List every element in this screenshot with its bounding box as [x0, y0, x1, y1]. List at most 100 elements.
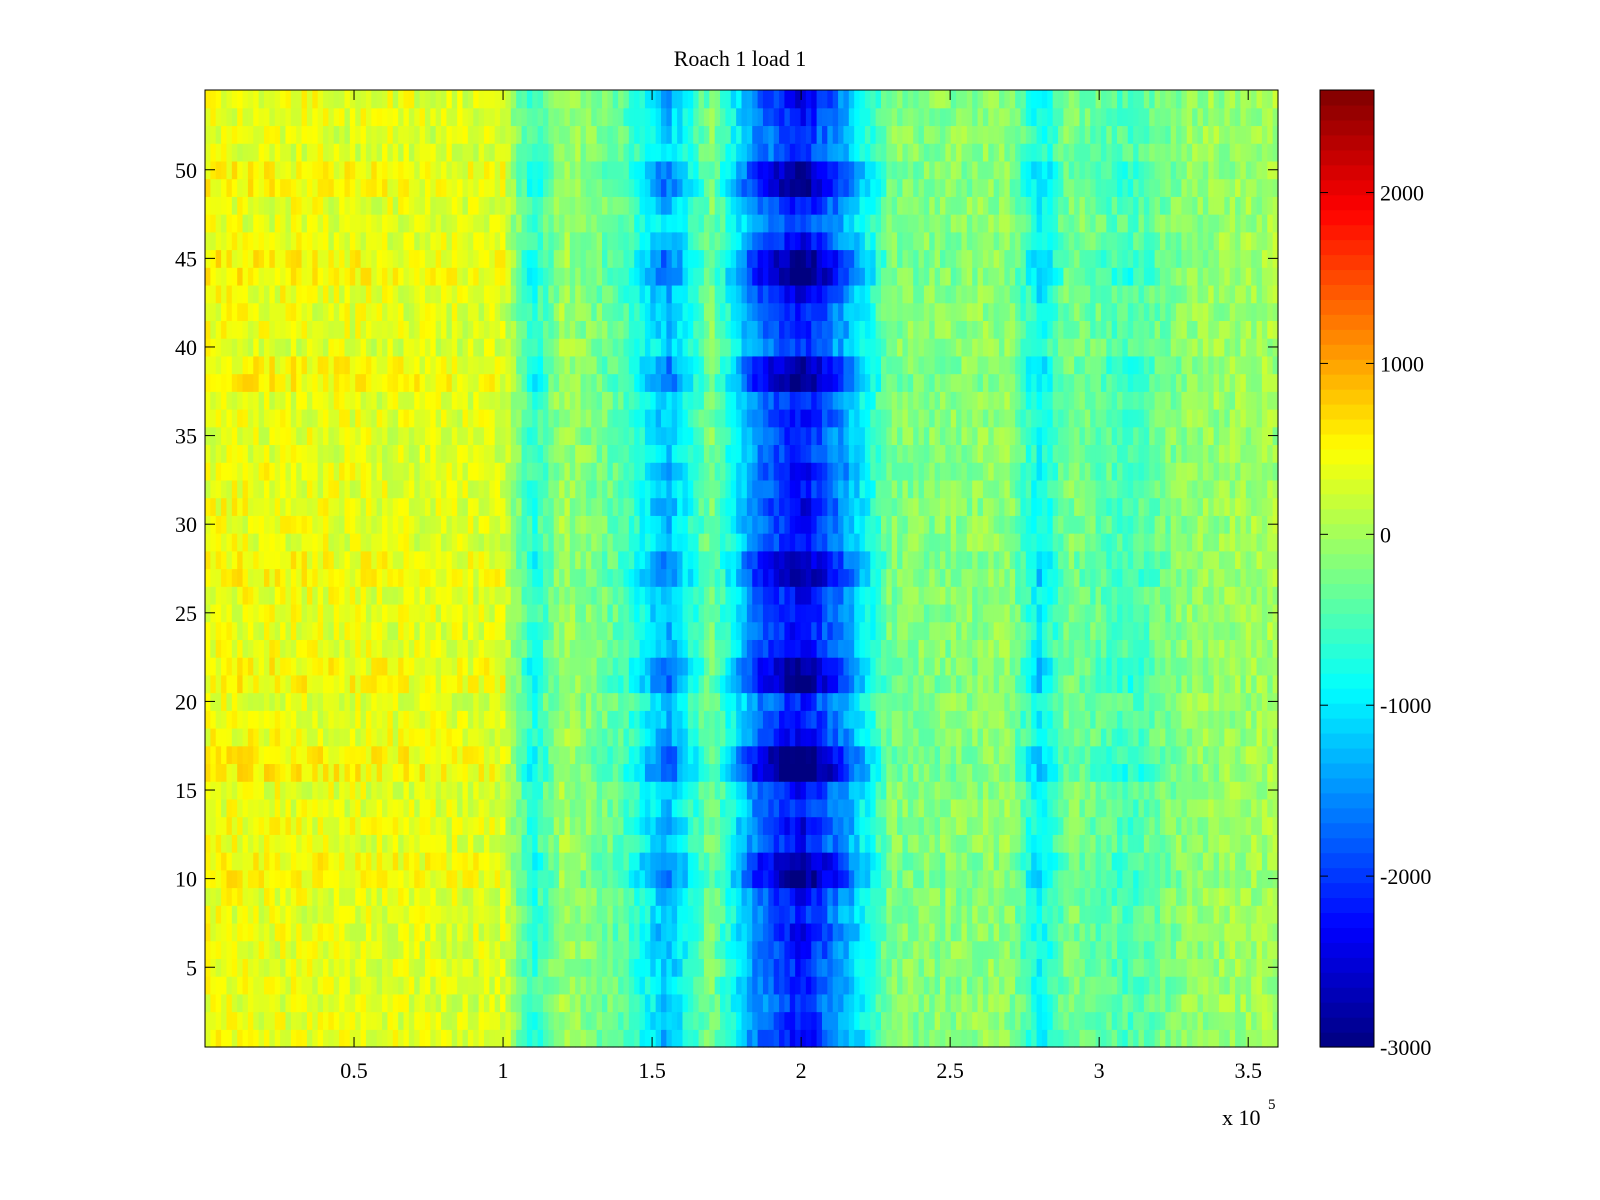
heatmap-cell	[714, 745, 721, 765]
heatmap-cell	[709, 745, 716, 765]
heatmap-cell	[720, 710, 726, 729]
heatmap-cell	[408, 639, 415, 658]
heatmap-cell	[376, 887, 383, 906]
heatmap-cell	[596, 852, 603, 871]
heatmap-cell	[838, 869, 845, 889]
heatmap-cell	[805, 781, 812, 800]
heatmap-cell	[414, 958, 421, 977]
heatmap-cell	[280, 976, 287, 995]
heatmap-cell	[414, 922, 421, 942]
heatmap-cell	[392, 1029, 399, 1048]
heatmap-cell	[247, 674, 254, 694]
heatmap-cell	[988, 692, 995, 711]
heatmap-cell	[1117, 763, 1124, 782]
heatmap-cell	[1106, 1029, 1113, 1048]
heatmap-cell	[779, 940, 786, 959]
heatmap-cell	[215, 1029, 222, 1048]
heatmap-cell	[805, 834, 812, 853]
heatmap-cell	[339, 940, 346, 959]
heatmap-cell	[237, 905, 244, 924]
heatmap-cell	[956, 692, 963, 711]
heatmap-cell	[521, 603, 528, 623]
heatmap-cell	[827, 816, 834, 835]
heatmap-cell	[1004, 816, 1011, 835]
heatmap-cell	[1202, 887, 1209, 906]
heatmap-cell	[1079, 639, 1086, 658]
heatmap-cell	[1138, 976, 1145, 995]
heatmap-cell	[848, 852, 855, 871]
heatmap-cell	[296, 639, 303, 658]
heatmap-cell	[1122, 905, 1129, 924]
heatmap-cell	[650, 958, 657, 977]
heatmap-cell	[999, 798, 1005, 818]
heatmap-cell	[1058, 922, 1064, 942]
heatmap-cell	[1058, 834, 1064, 853]
heatmap-cell	[768, 958, 775, 977]
heatmap-cell	[1127, 940, 1134, 959]
heatmap-cell	[693, 603, 700, 623]
heatmap-cell	[982, 834, 989, 853]
heatmap-cell	[929, 976, 936, 995]
heatmap-cell	[1127, 993, 1134, 1013]
heatmap-cell	[398, 887, 405, 906]
heatmap-cell	[435, 922, 442, 942]
heatmap-cell	[1020, 940, 1027, 959]
heatmap-cell	[419, 852, 426, 871]
heatmap-cell	[323, 781, 329, 800]
heatmap-cell	[360, 781, 367, 800]
heatmap-cell	[430, 692, 437, 711]
heatmap-cell	[730, 1029, 737, 1048]
heatmap-cell	[1117, 1011, 1124, 1030]
heatmap-cell	[301, 798, 308, 818]
heatmap-cell	[521, 639, 528, 658]
heatmap-cell	[231, 639, 238, 658]
heatmap-cell	[768, 887, 775, 906]
heatmap-cell	[1015, 710, 1022, 729]
heatmap-cell	[779, 852, 786, 871]
heatmap-cell	[741, 905, 748, 924]
heatmap-cell	[993, 887, 1000, 906]
heatmap-cell	[698, 728, 705, 747]
heatmap-cell	[880, 834, 887, 853]
heatmap-cell	[483, 1029, 490, 1048]
heatmap-cell	[446, 621, 453, 640]
heatmap-cell	[703, 603, 710, 623]
heatmap-cell	[274, 816, 281, 835]
heatmap-cell	[725, 745, 732, 765]
heatmap-cell	[210, 798, 217, 818]
heatmap-cell	[838, 816, 845, 835]
heatmap-cell	[521, 922, 528, 942]
heatmap-cell	[333, 1011, 340, 1030]
heatmap-cell	[419, 993, 426, 1013]
heatmap-cell	[376, 993, 383, 1013]
heatmap-cell	[210, 852, 217, 871]
heatmap-cell	[854, 940, 861, 959]
heatmap-cell	[494, 905, 501, 924]
heatmap-cell	[317, 852, 324, 871]
heatmap-cell	[430, 816, 437, 835]
heatmap-cell	[1084, 621, 1091, 640]
heatmap-cell	[1192, 905, 1199, 924]
heatmap-cell	[306, 674, 313, 694]
heatmap-cell	[1197, 816, 1204, 835]
heatmap-cell	[1079, 674, 1086, 694]
heatmap-cell	[296, 1011, 303, 1030]
heatmap-cell	[580, 834, 587, 853]
heatmap-cell	[1047, 745, 1054, 765]
heatmap-cell	[323, 745, 329, 765]
heatmap-cell	[408, 922, 415, 942]
heatmap-cell	[768, 781, 775, 800]
heatmap-cell	[639, 603, 646, 623]
heatmap-cell	[832, 940, 839, 959]
heatmap-cell	[264, 710, 270, 729]
heatmap-cell	[746, 621, 753, 640]
heatmap-cell	[280, 816, 287, 835]
heatmap-cell	[205, 728, 211, 747]
heatmap-cell	[602, 958, 608, 977]
heatmap-cell	[264, 976, 270, 995]
heatmap-cell	[875, 887, 882, 906]
heatmap-cell	[360, 603, 367, 623]
heatmap-cell	[1025, 657, 1032, 676]
heatmap-cell	[548, 976, 555, 995]
heatmap-cell	[1111, 816, 1118, 835]
